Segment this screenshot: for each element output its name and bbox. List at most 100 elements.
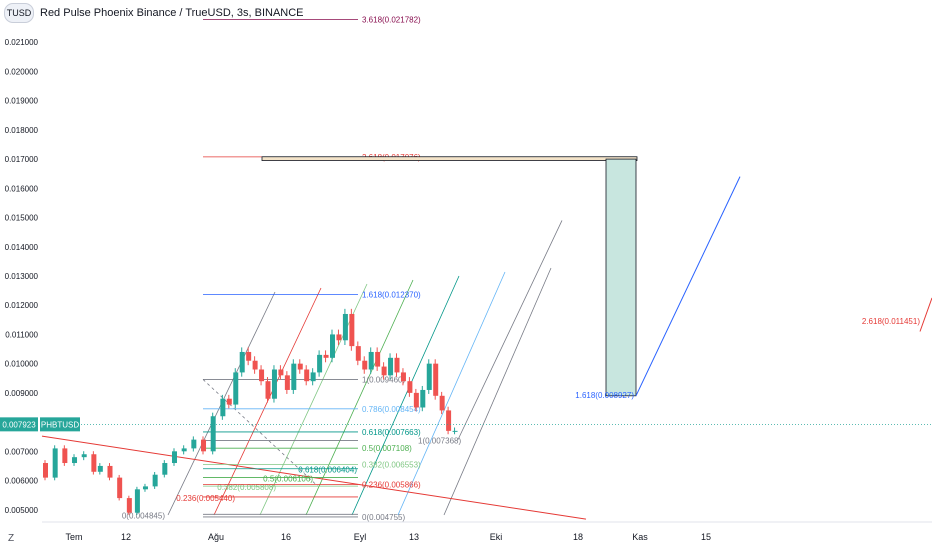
y-tick-label: 0.007000 (5, 447, 39, 456)
candle-body (107, 465, 113, 478)
y-tick-label: 0.005000 (5, 506, 39, 515)
y-tick-label: 0.010000 (5, 360, 39, 369)
x-tick-label: 13 (409, 532, 419, 542)
candle-body (304, 369, 310, 382)
fib-label: 1(0.007368) (418, 437, 461, 446)
candle-body (259, 369, 265, 382)
x-tick-label: Kas (632, 532, 648, 542)
candle-body (355, 346, 361, 361)
candle-body (368, 351, 374, 370)
fib-label: 0.618(0.007663) (362, 428, 421, 437)
candle-body (265, 381, 271, 399)
candle-body (201, 439, 207, 452)
y-axis-panel (0, 0, 42, 520)
candle-body (62, 448, 68, 464)
y-tick-label: 0.009000 (5, 389, 39, 398)
candle-body (330, 334, 336, 358)
fib-label: 0.5(0.006106) (263, 474, 313, 483)
fib-label: 0.236(0.005440) (176, 494, 235, 503)
candle-body (400, 372, 406, 382)
candle-body (394, 357, 400, 373)
y-tick-label: 0.020000 (5, 67, 39, 76)
candle-body (226, 398, 232, 405)
fib-label: 1.618(0.008927) (575, 391, 634, 400)
candle-body (375, 351, 381, 367)
candle-body (433, 363, 439, 396)
candle-body (142, 486, 148, 490)
candle-body (72, 457, 78, 464)
y-tick-label: 0.012000 (5, 301, 39, 310)
fib-label: 2.618(0.011451) (862, 317, 920, 326)
candle-body (323, 354, 329, 358)
candle-body (233, 372, 239, 405)
y-tick-label: 0.006000 (5, 477, 39, 486)
fib-label: 1.618(0.012370) (362, 290, 421, 299)
y-tick-label: 0.011000 (5, 330, 38, 339)
y-tick-label: 0.021000 (5, 38, 39, 47)
fib-label: 0.786(0.008454) (362, 405, 421, 414)
candle-body (452, 430, 458, 432)
y-tick-label: 0.018000 (5, 126, 39, 135)
chart-title: Red Pulse Phoenix Binance / TrueUSD, 3s,… (40, 7, 304, 19)
y-tick-label: 0.015000 (5, 214, 39, 223)
candle-body (252, 360, 258, 370)
candle-body (91, 454, 97, 472)
fib-channel-line (259, 283, 368, 516)
candle-body (317, 354, 323, 373)
candle-body (246, 351, 252, 361)
candle-body (117, 477, 123, 499)
candle-body (284, 375, 290, 390)
candle-body (446, 410, 452, 431)
x-tick-label: 18 (573, 532, 583, 542)
fib-label: 3.618(0.021782) (362, 15, 421, 24)
channel-line (457, 220, 563, 440)
symbol-badge-tag (40, 417, 80, 432)
candle-body (152, 474, 158, 487)
projection-line (919, 297, 932, 332)
y-tick-label: 0.013000 (5, 272, 39, 281)
candle-body (291, 363, 297, 390)
target-box (605, 158, 637, 397)
x-tick-label: Eyl (354, 532, 367, 542)
candle-body (342, 313, 348, 341)
price-badge-value: 0.007923 (2, 420, 36, 429)
fib-label: 0.382(0.005808) (217, 483, 276, 492)
candle-body (126, 498, 132, 513)
y-tick-label: 0.019000 (5, 97, 39, 106)
x-tick-label: 15 (701, 532, 711, 542)
candle-body (81, 454, 87, 458)
candle-body (310, 372, 316, 382)
candle-body (381, 366, 387, 376)
candle-body (210, 416, 216, 452)
candle-body (220, 398, 226, 417)
scale-toggle-button[interactable]: Z (7, 533, 15, 544)
y-tick-label: 0.014000 (5, 243, 39, 252)
x-tick-label: Tem (65, 532, 82, 542)
fib-label: 0.618(0.006404) (298, 466, 357, 475)
price-badge-symbol: PHBTUSD (41, 420, 79, 429)
candle-body (297, 363, 303, 370)
candle-body (271, 369, 277, 399)
candle-body (413, 392, 419, 408)
candle-body (336, 334, 342, 341)
candle-body (239, 351, 245, 373)
price-badge (0, 417, 38, 432)
candle-body (362, 360, 368, 370)
y-tick-label: 0.016000 (5, 184, 39, 193)
projection-line (635, 176, 741, 397)
candle-body (134, 489, 140, 513)
candle-body (420, 389, 426, 408)
x-tick-label: Eki (490, 532, 503, 542)
fib-label: 0(0.004845) (122, 511, 165, 520)
x-tick-label: 16 (281, 532, 291, 542)
candle-body (43, 463, 48, 478)
x-tick-label: Ağu (208, 532, 224, 542)
candle-body (349, 313, 355, 347)
candle-body (191, 439, 197, 449)
x-tick-label: 12 (121, 532, 131, 542)
y-tick-label: 0.017000 (5, 155, 39, 164)
candle-body (388, 357, 394, 376)
fib-label: 0.236(0.005866) (362, 480, 421, 489)
symbol-badge[interactable]: TUSD (4, 3, 34, 23)
